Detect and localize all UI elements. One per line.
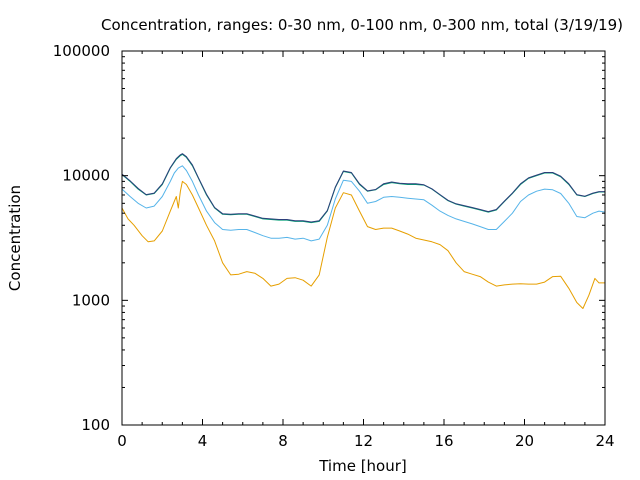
x-axis: 0 4 8 12 16 20 24: [117, 51, 615, 450]
series-line-3: [121, 153, 605, 224]
x-tick-label: 16: [434, 432, 453, 450]
series-layer: [121, 153, 606, 309]
x-tick-label: 12: [354, 432, 373, 450]
y-tick-label: 100: [81, 416, 110, 434]
x-axis-label: Time [hour]: [318, 457, 407, 475]
y-axis-label: Concentration: [6, 185, 24, 291]
y-tick-label: 1000: [72, 291, 110, 309]
series-line-1: [121, 180, 605, 309]
y-axis: 100 1000 10000 100000: [53, 42, 605, 434]
x-tick-label: 20: [515, 432, 534, 450]
x-tick-label: 4: [198, 432, 208, 450]
series-line-2: [121, 165, 606, 242]
y-tick-label: 100000: [53, 42, 110, 60]
x-tick-label: 8: [278, 432, 288, 450]
x-tick-label: 24: [595, 432, 614, 450]
x-tick-label: 0: [117, 432, 127, 450]
chart-title: Concentration, ranges: 0-30 nm, 0-100 nm…: [101, 16, 623, 34]
y-tick-label: 10000: [62, 167, 110, 185]
plot-frame: [121, 50, 606, 426]
series-line-4: [121, 153, 605, 223]
